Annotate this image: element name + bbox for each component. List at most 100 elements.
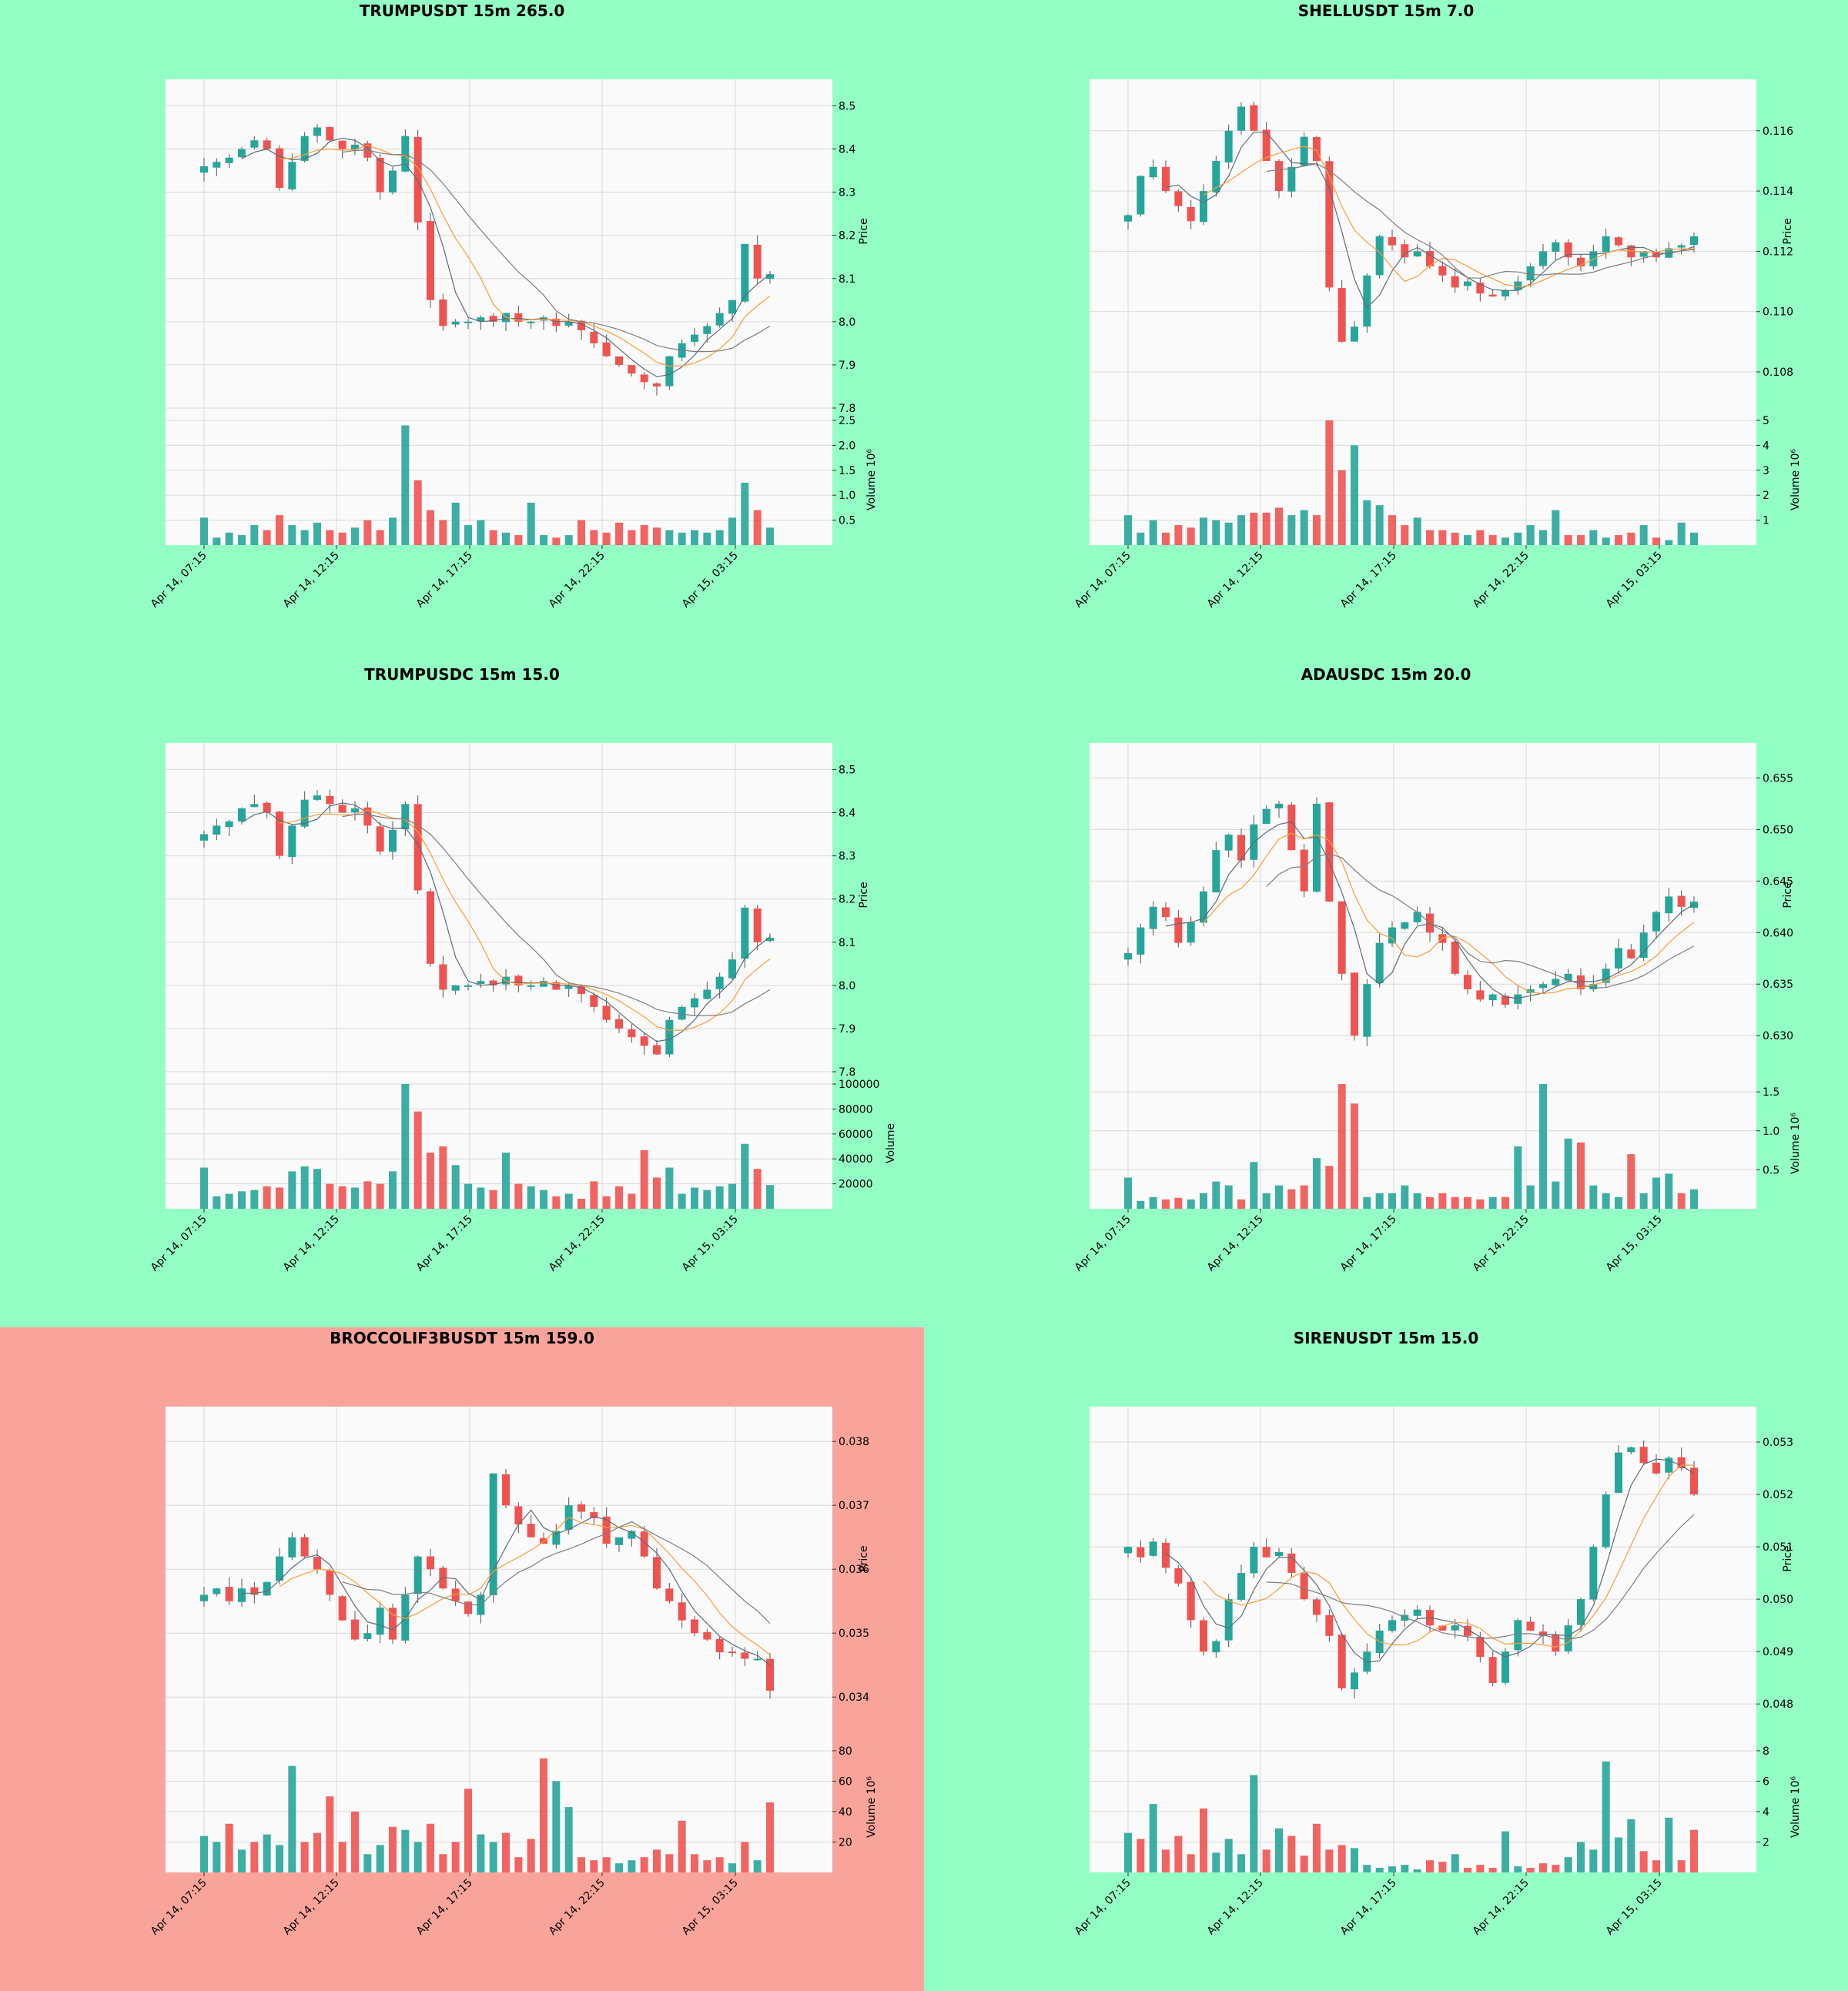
volume-bar (653, 1177, 661, 1209)
volume-bar (477, 1187, 485, 1209)
volume-bar (1300, 1855, 1308, 1872)
candle-body (527, 1524, 535, 1538)
candle-body (640, 1036, 648, 1046)
volume-bar (1275, 1185, 1283, 1209)
volume-bar (489, 1842, 497, 1872)
x-tick-label: Apr 14, 17:15 (414, 1877, 475, 1938)
candle-body (1539, 1631, 1547, 1636)
candle-body (1351, 972, 1358, 1036)
volume-bar (250, 1190, 259, 1209)
volume-bar (1149, 520, 1157, 545)
candle-body (1451, 1625, 1459, 1631)
candles-group (200, 1468, 774, 1699)
candle-body (1488, 994, 1497, 1001)
volume-bar (1602, 537, 1610, 545)
chart-title: BROCCOLIF3BUSDT 15m 159.0 (330, 1329, 594, 1347)
volume-bar (200, 1835, 208, 1872)
candle-body (1464, 1625, 1471, 1636)
volume-bar (1137, 1200, 1145, 1209)
volume-bar (1526, 1868, 1535, 1872)
volume-bar (766, 527, 774, 545)
x-tick-label: Apr 14, 07:15 (1073, 550, 1133, 611)
price-tick-label: 0.110 (1763, 306, 1793, 319)
volume-bar (1351, 445, 1358, 545)
volume-bar (564, 1193, 573, 1209)
x-tick-label: Apr 14, 12:15 (281, 1213, 342, 1274)
candle-body (1451, 941, 1459, 974)
volume-bar (363, 520, 372, 545)
volume-bar (427, 510, 434, 545)
chart-panel: ADAUSDC 15m 20.0 0.655 0.650 0.645 0.640 0.63… (924, 664, 1848, 1327)
moving-average-line (279, 809, 771, 1031)
moving-average-line (342, 1521, 771, 1625)
volume-bar (338, 532, 346, 545)
candle-body (276, 811, 283, 856)
volume-bar (1677, 1860, 1686, 1872)
volume-bar (1237, 515, 1245, 545)
volume-group (1124, 1761, 1698, 1872)
candle-body (527, 985, 535, 987)
price-tick-label: 8.3 (839, 187, 855, 199)
volume-bar (753, 1169, 762, 1209)
candle-body (413, 1556, 422, 1594)
candle-body (489, 1473, 497, 1596)
candle-body (1162, 166, 1170, 192)
price-plot-area (166, 743, 832, 1078)
volume-bar (1325, 1166, 1334, 1209)
volume-bar (602, 1857, 611, 1872)
volume-bar (1514, 1866, 1522, 1872)
x-tick-label: Apr 14, 22:15 (1471, 550, 1532, 611)
volume-bar (1351, 1848, 1358, 1872)
volume-bar (1451, 1854, 1459, 1872)
candle-body (590, 1512, 598, 1518)
volume-bar (1438, 1193, 1447, 1209)
candle-body (1287, 166, 1296, 192)
candle-body (678, 1006, 686, 1020)
volume-bar (200, 517, 208, 545)
volume-bar (1552, 1865, 1560, 1872)
volume-bar (502, 532, 510, 545)
volume-bar (238, 535, 246, 545)
volume-bar (263, 530, 271, 545)
volume-bar (590, 1860, 598, 1872)
volume-bar (766, 1802, 774, 1872)
volume-bar (1690, 1189, 1698, 1209)
volume-bar (477, 1834, 485, 1872)
volume-bar (502, 1832, 510, 1872)
moving-average-line (342, 814, 771, 1016)
volume-bar (1539, 1084, 1547, 1209)
candle-body (477, 981, 485, 984)
chart-svg: 0.655 0.650 0.645 0.640 0.635 0.630 1.5 1.0 0.5 P… (1073, 743, 1802, 1274)
volume-group (200, 1084, 774, 1209)
x-tick-label: Apr 14, 12:15 (1205, 550, 1266, 611)
candle-body (728, 1651, 736, 1654)
volume-tick-label: 2.0 (839, 440, 855, 452)
candle-body (1212, 1641, 1220, 1653)
candle-body (1388, 927, 1396, 944)
price-tick-label: 0.049 (1763, 1646, 1793, 1658)
volume-tick-label: 2 (1763, 1836, 1769, 1849)
chart-title: SIRENUSDT 15m 15.0 (1293, 1329, 1479, 1347)
candle-body (1262, 808, 1270, 825)
candle-body (1224, 130, 1233, 162)
volume-bar (514, 1183, 523, 1209)
volume-bar (1451, 1196, 1459, 1209)
volume-bar (703, 1860, 711, 1872)
volume-bar (439, 1854, 447, 1872)
price-tick-label: 8.2 (839, 230, 855, 243)
chart-panel: SIRENUSDT 15m 15.0 0.053 0.052 0.051 0.050 0.… (924, 1327, 1848, 1991)
candle-body (540, 1538, 547, 1544)
volume-bar (1287, 1189, 1296, 1209)
volume-bar (1363, 500, 1371, 545)
volume-bar (413, 1111, 422, 1209)
volume-bar (640, 1149, 648, 1209)
volume-bar (615, 1186, 623, 1209)
volume-bar (615, 522, 623, 545)
volume-bar (1212, 1181, 1220, 1209)
chart-panel: TRUMPUSDC 15m 15.0 8.5 8.4 8.3 8.2 8.1 8.0 7.9 7… (0, 664, 924, 1327)
volume-bar (1187, 1854, 1195, 1872)
candle-body (238, 149, 246, 158)
candle-body (1212, 160, 1220, 192)
candle-body (1526, 989, 1535, 993)
chart-svg: 0.053 0.052 0.051 0.050 0.049 0.048 8 6 4 2 Price V… (1073, 1407, 1802, 1938)
